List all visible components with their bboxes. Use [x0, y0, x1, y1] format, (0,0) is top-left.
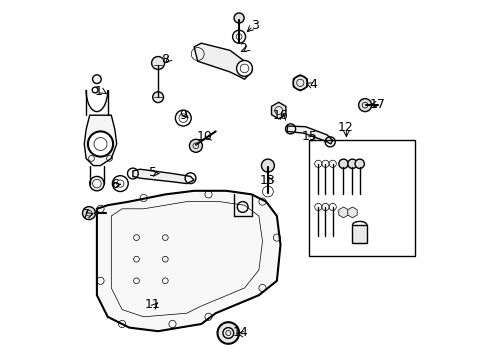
Circle shape [347, 159, 356, 168]
Text: 14: 14 [233, 327, 248, 339]
Bar [309, 140, 415, 256]
Circle shape [88, 131, 113, 157]
Circle shape [152, 92, 163, 103]
Polygon shape [97, 191, 280, 331]
Polygon shape [347, 207, 356, 218]
Text: 1: 1 [95, 85, 102, 98]
Circle shape [92, 87, 98, 93]
Circle shape [217, 322, 239, 344]
Polygon shape [271, 102, 285, 119]
Polygon shape [338, 207, 347, 218]
Polygon shape [84, 115, 117, 166]
Text: 15: 15 [301, 130, 317, 143]
Circle shape [261, 159, 274, 172]
Circle shape [292, 76, 307, 90]
Circle shape [236, 60, 252, 76]
Text: 9: 9 [179, 109, 187, 122]
Circle shape [358, 99, 371, 112]
Circle shape [338, 159, 347, 168]
Text: 12: 12 [337, 121, 352, 134]
Text: 7: 7 [82, 208, 90, 221]
Text: 6: 6 [111, 178, 119, 191]
Text: 11: 11 [144, 298, 160, 311]
Circle shape [89, 176, 104, 191]
Text: 17: 17 [369, 98, 385, 111]
Text: 16: 16 [272, 109, 288, 122]
Text: 2: 2 [238, 42, 246, 55]
Circle shape [151, 57, 164, 69]
Circle shape [82, 207, 95, 220]
Polygon shape [133, 169, 194, 184]
Bar [352, 225, 366, 243]
Text: 10: 10 [197, 130, 212, 143]
Circle shape [189, 139, 202, 152]
Circle shape [234, 13, 244, 23]
Text: 4: 4 [308, 78, 316, 91]
Polygon shape [286, 126, 332, 144]
Text: 5: 5 [148, 166, 156, 179]
Polygon shape [194, 43, 251, 79]
Text: 3: 3 [251, 19, 259, 32]
Circle shape [354, 159, 364, 168]
Text: 8: 8 [161, 53, 169, 66]
Text: 13: 13 [260, 174, 275, 186]
